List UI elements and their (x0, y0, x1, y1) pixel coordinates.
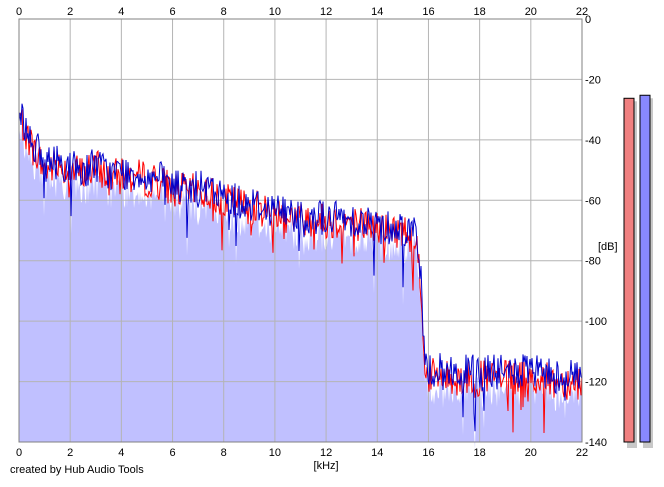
x-tick-label-bottom-20: 20 (525, 447, 537, 459)
x-tick-label-top-18: 18 (474, 6, 486, 18)
y-tick-label--80: -80 (585, 256, 601, 268)
x-tick-label-bottom-0: 0 (16, 447, 22, 459)
x-tick-label-bottom-4: 4 (118, 447, 124, 459)
x-tick-label-top-12: 12 (320, 6, 332, 18)
level-meter-2 (639, 94, 651, 443)
x-tick-label-bottom-14: 14 (371, 447, 383, 459)
y-tick-label--20: -20 (585, 74, 601, 86)
x-tick-label-top-6: 6 (169, 6, 175, 18)
x-tick-label-bottom-2: 2 (67, 447, 73, 459)
x-tick-label-top-2: 2 (67, 6, 73, 18)
x-tick-label-top-0: 0 (16, 6, 22, 18)
x-tick-label-top-10: 10 (269, 6, 281, 18)
x-tick-label-bottom-6: 6 (169, 447, 175, 459)
y-tick-label-0: 0 (585, 14, 591, 26)
x-axis-label: [kHz] (314, 460, 339, 472)
x-tick-label-bottom-10: 10 (269, 447, 281, 459)
y-tick-label--140: -140 (585, 437, 607, 449)
x-tick-label-top-14: 14 (371, 6, 383, 18)
series-line-blue (18, 103, 583, 432)
x-tick-label-bottom-16: 16 (422, 447, 434, 459)
y-tick-label--60: -60 (585, 195, 601, 207)
x-tick-label-top-22: 22 (576, 6, 588, 18)
x-tick-label-bottom-22: 22 (576, 447, 588, 459)
x-tick-label-top-20: 20 (525, 6, 537, 18)
y-tick-label--40: -40 (585, 135, 601, 147)
x-tick-label-bottom-8: 8 (221, 447, 227, 459)
y-axis-label: [dB] (598, 241, 618, 253)
credit-text: created by Hub Audio Tools (10, 464, 144, 476)
y-tick-label--100: -100 (585, 316, 607, 328)
x-tick-label-bottom-18: 18 (474, 447, 486, 459)
x-tick-label-top-4: 4 (118, 6, 124, 18)
plot-border (18, 18, 583, 443)
level-meter-1 (623, 97, 635, 443)
spectrum-fill-area (19, 121, 582, 450)
x-tick-label-top-8: 8 (221, 6, 227, 18)
y-tick-label--120: -120 (585, 377, 607, 389)
x-tick-label-bottom-12: 12 (320, 447, 332, 459)
x-tick-label-top-16: 16 (422, 6, 434, 18)
